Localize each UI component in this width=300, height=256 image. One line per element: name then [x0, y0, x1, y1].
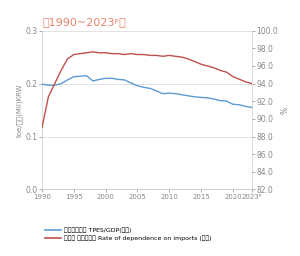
- Legend: 에너지원단위 TPES/GDP(좌측), 에너지 수입의존도 Rate of dependence on imports (우측): 에너지원단위 TPES/GDP(좌측), 에너지 수입의존도 Rate of d…: [45, 228, 211, 241]
- Text: 〈1990~2023ᵖ〉: 〈1990~2023ᵖ〉: [42, 17, 126, 27]
- Y-axis label: %: %: [281, 106, 290, 114]
- Y-axis label: toe/백만(Mil)KRW: toe/백만(Mil)KRW: [16, 83, 23, 137]
